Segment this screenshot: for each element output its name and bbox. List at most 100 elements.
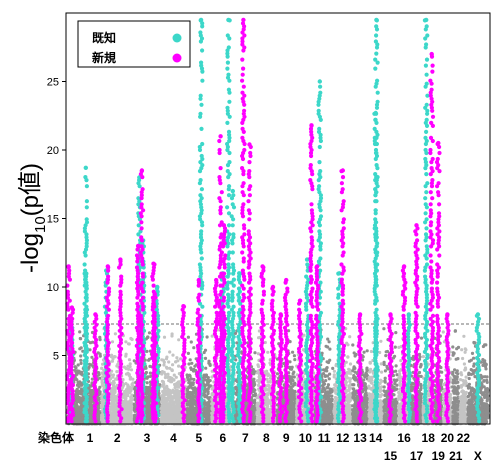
background-point <box>124 340 128 344</box>
background-point <box>124 372 129 376</box>
background-point <box>171 353 175 357</box>
background-point <box>111 373 115 377</box>
background-point <box>129 368 134 372</box>
background-point <box>208 384 213 388</box>
background-point <box>125 393 129 398</box>
background-point <box>75 398 79 402</box>
background-point <box>147 409 151 413</box>
background-point <box>124 367 128 371</box>
background-point <box>127 373 131 377</box>
background-point <box>90 419 95 423</box>
background-point <box>160 418 164 423</box>
background-point <box>79 358 83 362</box>
background-point <box>74 366 78 370</box>
background-point <box>172 400 176 404</box>
background-point <box>75 417 79 421</box>
background-point <box>87 362 92 366</box>
background-point <box>128 377 132 381</box>
background-point <box>162 395 166 399</box>
background-point <box>190 390 195 395</box>
background-point <box>115 364 119 368</box>
background-point <box>187 385 191 389</box>
background-point <box>189 340 193 344</box>
background-point <box>257 381 261 385</box>
background-point <box>165 385 169 389</box>
background-point <box>204 373 208 377</box>
background-point <box>168 376 172 380</box>
background-point <box>205 394 209 398</box>
background-point <box>162 363 166 367</box>
background-point <box>79 405 83 409</box>
background-point <box>145 349 149 353</box>
background-point <box>163 402 167 407</box>
background-point <box>100 405 104 409</box>
background-point <box>145 406 149 410</box>
background-point <box>205 406 209 410</box>
background-point <box>79 401 83 405</box>
background-point <box>98 392 102 396</box>
background-point <box>79 346 83 350</box>
background-point <box>78 397 82 401</box>
background-point <box>188 392 192 396</box>
background-point <box>176 391 180 395</box>
background-point <box>189 381 194 385</box>
background-point <box>126 342 131 346</box>
background-point <box>206 387 210 391</box>
background-point <box>124 397 128 401</box>
background-point <box>90 388 94 393</box>
background-point <box>208 363 212 367</box>
background-point <box>128 362 132 366</box>
background-point <box>164 357 169 361</box>
background-point <box>129 395 133 400</box>
background-point <box>115 370 119 374</box>
background-point <box>128 400 132 404</box>
background-point <box>146 414 150 418</box>
background-point <box>98 385 102 389</box>
background-point <box>79 372 83 376</box>
background-point <box>145 381 149 385</box>
background-point <box>79 354 83 358</box>
background-point <box>175 402 179 406</box>
background-point <box>192 367 196 372</box>
background-point <box>205 335 209 339</box>
background-point <box>112 418 117 422</box>
background-point <box>109 412 113 416</box>
background-point <box>173 419 177 423</box>
background-point <box>129 336 133 341</box>
background-point <box>76 412 80 417</box>
background-point <box>208 379 212 383</box>
background-point <box>78 418 82 422</box>
background-point <box>100 380 104 384</box>
background-point <box>114 398 118 402</box>
background-point <box>204 366 208 370</box>
background-point <box>169 404 173 408</box>
background-point <box>253 382 257 387</box>
background-point <box>79 389 83 394</box>
background-point <box>163 412 167 416</box>
background-point <box>192 346 196 350</box>
background-point <box>112 379 116 383</box>
background-point <box>193 408 198 412</box>
background-point <box>161 405 165 409</box>
background-point <box>80 392 84 396</box>
background-point <box>122 416 127 420</box>
background-point <box>129 419 133 423</box>
background-point <box>127 412 131 416</box>
background-point <box>203 390 207 394</box>
background-point <box>171 363 175 367</box>
background-point <box>114 410 118 414</box>
background-point <box>167 392 172 396</box>
background-point <box>98 354 102 358</box>
background-point <box>147 331 152 335</box>
background-point <box>163 390 167 394</box>
background-point <box>88 414 92 418</box>
background-point <box>73 368 77 372</box>
background-point <box>100 418 104 422</box>
background-point <box>187 411 191 415</box>
background-point <box>73 393 78 397</box>
background-point <box>177 338 181 342</box>
background-point <box>78 330 82 334</box>
background-point <box>174 360 178 364</box>
background-point <box>88 406 92 410</box>
background-point <box>75 383 80 387</box>
